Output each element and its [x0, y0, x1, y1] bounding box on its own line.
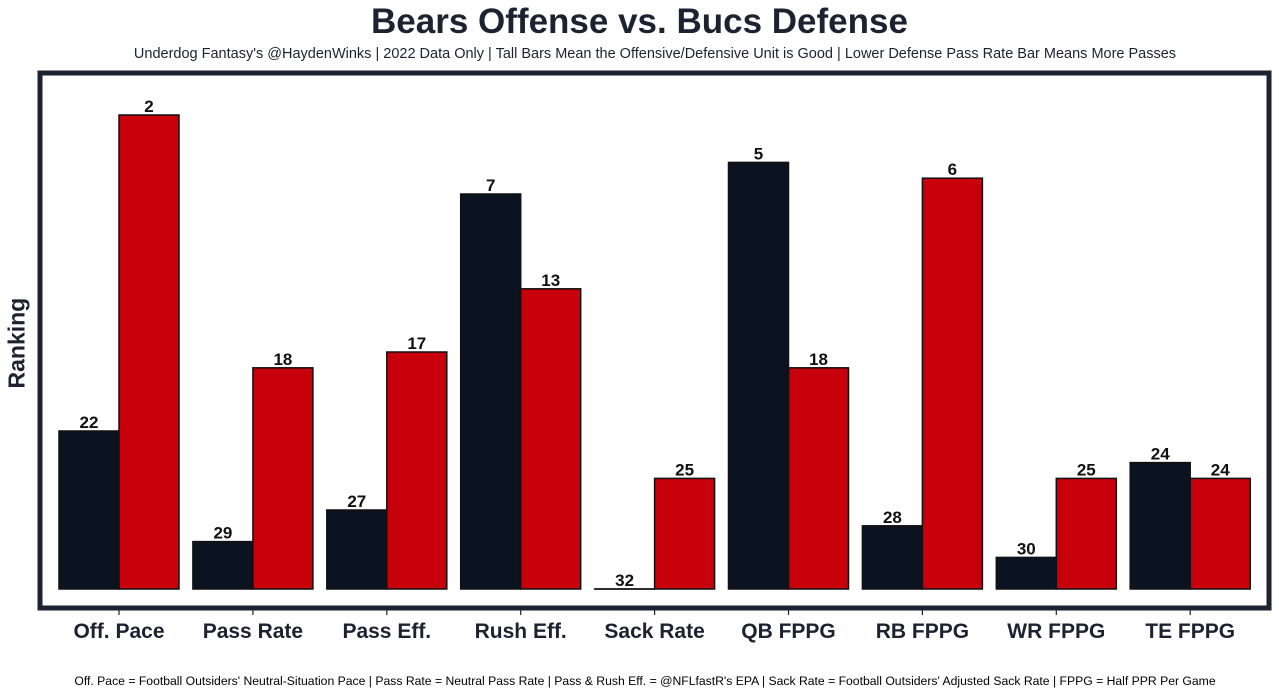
x-tick-label-8: TE FPPG	[1145, 620, 1235, 643]
bucs-bar-6	[921, 177, 984, 590]
bucs-bar-5	[787, 367, 850, 590]
bucs-bar-7	[1055, 477, 1118, 590]
bears-bar-2	[326, 509, 388, 590]
bears-bar-7	[995, 556, 1058, 590]
bucs-bar-0	[118, 114, 180, 590]
bears-value-label-0: 22	[80, 413, 99, 432]
x-tick-label-0: Off. Pace	[73, 620, 164, 643]
x-tick-label-4: Sack Rate	[604, 620, 704, 643]
bucs-value-label-7: 25	[1077, 460, 1096, 479]
x-tick-label-6: RB FPPG	[876, 620, 969, 643]
bucs-value-label-3: 13	[541, 271, 560, 290]
chart-title: Bears Offense vs. Bucs Defense	[371, 2, 908, 41]
bucs-value-label-1: 18	[273, 350, 292, 369]
plot-frame	[37, 70, 1272, 611]
bucs-value-label-8: 24	[1211, 460, 1230, 479]
bears-bar-5	[727, 161, 790, 590]
bears-bar-3	[459, 193, 522, 590]
bears-bar-0	[58, 430, 120, 590]
bucs-value-label-4: 25	[675, 460, 694, 479]
bears-bar-1	[192, 540, 254, 590]
bucs-bar-4	[653, 477, 716, 590]
bears-value-label-3: 7	[486, 176, 495, 195]
bucs-bar-2	[386, 351, 448, 590]
bucs-value-label-2: 17	[407, 334, 426, 353]
bears-value-label-4: 32	[615, 571, 634, 590]
bucs-bar-1	[252, 367, 314, 590]
bucs-bar-3	[519, 288, 582, 590]
bears-value-label-2: 27	[347, 492, 366, 511]
x-tick-label-2: Pass Eff.	[342, 620, 431, 643]
bears-value-label-8: 24	[1151, 445, 1170, 464]
bucs-value-label-6: 6	[948, 160, 957, 179]
bucs-value-label-0: 2	[144, 97, 153, 116]
x-tick-label-1: Pass Rate	[203, 620, 303, 643]
chart-subtitle: Underdog Fantasy's @HaydenWinks | 2022 D…	[133, 46, 1177, 62]
chart-footer-note: Off. Pace = Football Outsiders' Neutral-…	[74, 674, 1216, 688]
bears-bar-8	[1129, 461, 1191, 590]
x-tick-label-7: WR FPPG	[1007, 620, 1105, 643]
bears-value-label-1: 29	[213, 524, 232, 543]
x-tick-label-3: Rush Eff.	[475, 620, 567, 643]
bears-value-label-7: 30	[1017, 539, 1036, 558]
bears-value-label-5: 5	[754, 144, 763, 163]
bears-bar-6	[861, 525, 924, 590]
x-tick-label-5: QB FPPG	[741, 620, 836, 643]
bucs-bar-8	[1189, 477, 1251, 590]
bears-value-label-6: 28	[883, 508, 902, 527]
bucs-value-label-5: 18	[809, 350, 828, 369]
